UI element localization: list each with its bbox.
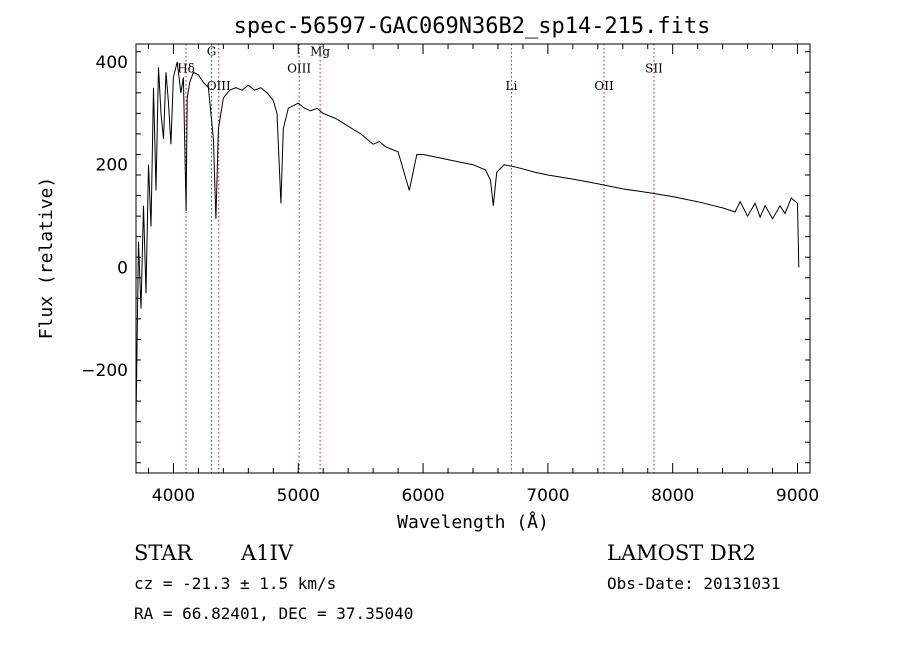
- observation-date: Obs-Date: 20131031: [607, 574, 780, 593]
- x-tick-label: 5000: [277, 486, 320, 506]
- x-tick-label: 7000: [526, 486, 569, 506]
- y-tick-label: 400: [96, 53, 128, 73]
- coordinates-text: RA = 66.82401, DEC = 37.35040: [134, 604, 413, 623]
- x-tick-label: 4000: [152, 486, 195, 506]
- spectral-line-label: Li: [506, 79, 518, 93]
- spectral-line-label: Hδ: [177, 61, 195, 75]
- y-tick-label: 200: [96, 156, 128, 176]
- x-tick-label: 8000: [651, 486, 694, 506]
- spectral-line-label: OIII: [207, 79, 231, 93]
- spectral-line-label: G: [207, 44, 217, 58]
- object-class: STAR: [134, 541, 193, 565]
- spectral-subclass: A1IV: [240, 541, 294, 565]
- spectral-line-label: OII: [594, 79, 614, 93]
- y-tick-labels: −200 0 200 400: [81, 53, 128, 381]
- y-axis-label: Flux (relative): [36, 177, 57, 340]
- y-tick-label: −200: [81, 361, 128, 381]
- chart-title: spec-56597-GAC069N36B2_sp14-215.fits: [234, 14, 711, 39]
- redshift-text: cz = -21.3 ± 1.5 km/s: [134, 574, 336, 593]
- spectral-line-label: OIII: [287, 61, 311, 75]
- x-tick-labels: 4000 5000 6000 7000 8000 9000: [152, 486, 819, 506]
- spectrum-series-line: [135, 61, 800, 422]
- spectral-line-labels: Hδ G OIII OIII Mg Li OII SII: [177, 44, 663, 93]
- survey-name: LAMOST DR2: [607, 541, 756, 565]
- x-axis-label: Wavelength (Å): [397, 511, 549, 533]
- plot-frame: [135, 43, 811, 474]
- y-tick-label: 0: [117, 258, 128, 278]
- spectral-line-markers: [185, 44, 655, 473]
- axis-ticks: [136, 44, 810, 473]
- spectral-line-label: SII: [645, 61, 663, 75]
- spectral-line-label: Mg: [310, 44, 330, 58]
- x-tick-label: 9000: [776, 486, 819, 506]
- x-tick-label: 6000: [401, 486, 444, 506]
